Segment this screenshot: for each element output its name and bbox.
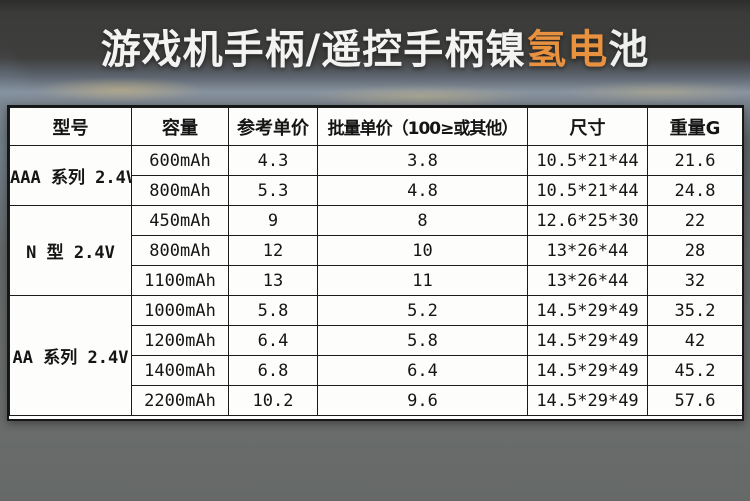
data-cell: 28 bbox=[647, 235, 743, 266]
table-row: 1200mAh 6.4 5.8 14.5*29*49 42 bbox=[10, 325, 743, 356]
data-cell: 14.5*29*49 bbox=[527, 325, 648, 356]
data-cell: 21.6 bbox=[647, 145, 743, 176]
data-cell: 10.5*21*44 bbox=[527, 145, 648, 176]
data-cell: 9 bbox=[228, 205, 318, 236]
data-cell: 6.4 bbox=[228, 325, 318, 356]
data-cell: 6.8 bbox=[228, 355, 318, 386]
data-cell: 45.2 bbox=[647, 355, 743, 386]
data-cell: 42 bbox=[647, 325, 743, 356]
header-cell: 参考单价 bbox=[228, 107, 318, 146]
data-cell: 5.3 bbox=[228, 175, 318, 206]
title-segment: 氢电 bbox=[526, 27, 609, 73]
title-segment: 游戏机手柄/遥控手柄镍 bbox=[100, 27, 527, 73]
data-cell: 6.4 bbox=[317, 355, 528, 386]
capacity-cell: 1100mAh bbox=[131, 265, 229, 296]
table-row: 1100mAh 13 11 13*26*44 32 bbox=[10, 265, 743, 296]
data-cell: 12 bbox=[228, 235, 318, 266]
data-cell: 5.8 bbox=[228, 295, 318, 326]
data-cell: 10.5*21*44 bbox=[527, 175, 648, 206]
data-cell: 10 bbox=[317, 235, 528, 266]
capacity-cell: 1000mAh bbox=[131, 295, 229, 326]
capacity-cell: 600mAh bbox=[131, 145, 229, 176]
header-cell: 尺寸 bbox=[527, 107, 648, 146]
header-cell: 型号 bbox=[9, 107, 132, 146]
data-cell: 12.6*25*30 bbox=[527, 205, 648, 236]
data-cell: 35.2 bbox=[647, 295, 743, 326]
capacity-cell: 1400mAh bbox=[131, 355, 229, 386]
data-cell: 11 bbox=[317, 265, 528, 296]
data-cell: 13 bbox=[228, 265, 318, 296]
capacity-cell: 450mAh bbox=[131, 205, 229, 236]
data-cell: 24.8 bbox=[647, 175, 743, 206]
table-row: 800mAh 5.3 4.8 10.5*21*44 24.8 bbox=[10, 175, 743, 206]
data-cell: 14.5*29*49 bbox=[527, 355, 648, 386]
table-row: 1400mAh 6.8 6.4 14.5*29*49 45.2 bbox=[10, 355, 743, 386]
model-cell: AAA 系列 2.4V bbox=[9, 145, 132, 206]
page-title: 游戏机手柄/遥控手柄镍氢电池 bbox=[0, 17, 750, 75]
data-cell: 5.8 bbox=[317, 325, 528, 356]
battery-spec-table: 型号 容量 参考单价 批量单价（100≥或其他） 尺寸 重量G AAA 系列 2.4V 60… bbox=[7, 105, 744, 421]
table-row: AAA 系列 2.4V 600mAh 4.3 3.8 10.5*21*44 21.6 bbox=[9, 145, 743, 206]
data-cell: 57.6 bbox=[647, 385, 743, 416]
capacity-cell: 800mAh bbox=[131, 235, 229, 266]
data-cell: 32 bbox=[647, 265, 743, 296]
data-cell: 5.2 bbox=[317, 295, 528, 326]
spec-table: 型号 容量 参考单价 批量单价（100≥或其他） 尺寸 重量G AAA 系列 2.4V 60… bbox=[9, 107, 743, 416]
data-cell: 22 bbox=[647, 205, 743, 236]
table-row: 2200mAh 10.2 9.6 14.5*29*49 57.6 bbox=[10, 385, 743, 416]
data-cell: 4.8 bbox=[317, 175, 528, 206]
header-cell: 容量 bbox=[131, 107, 229, 146]
header-cell: 重量G bbox=[647, 107, 743, 146]
data-cell: 9.6 bbox=[317, 385, 528, 416]
capacity-cell: 2200mAh bbox=[131, 385, 229, 416]
data-cell: 13*26*44 bbox=[527, 265, 648, 296]
data-cell: 3.8 bbox=[317, 145, 528, 176]
model-cell: N 型 2.4V bbox=[9, 205, 132, 296]
capacity-cell: 800mAh bbox=[131, 175, 229, 206]
title-segment: 池 bbox=[608, 27, 650, 73]
model-cell: AA 系列 2.4V bbox=[9, 295, 132, 416]
table-row: 800mAh 12 10 13*26*44 28 bbox=[10, 235, 743, 266]
header-cell: 批量单价（100≥或其他） bbox=[317, 107, 528, 146]
header-row: 型号 容量 参考单价 批量单价（100≥或其他） 尺寸 重量G bbox=[9, 107, 743, 146]
table-body: AAA 系列 2.4V 600mAh 4.3 3.8 10.5*21*44 21.6 800… bbox=[9, 145, 743, 416]
capacity-cell: 1200mAh bbox=[131, 325, 229, 356]
table-row: N 型 2.4V 450mAh 9 8 12.6*25*30 22 bbox=[9, 205, 743, 296]
data-cell: 4.3 bbox=[228, 145, 318, 176]
data-cell: 8 bbox=[317, 205, 528, 236]
data-cell: 13*26*44 bbox=[527, 235, 648, 266]
data-cell: 14.5*29*49 bbox=[527, 385, 648, 416]
table-row: AA 系列 2.4V 1000mAh 5.8 5.2 14.5*29*49 35.2 bbox=[9, 295, 743, 416]
data-cell: 10.2 bbox=[228, 385, 318, 416]
data-cell: 14.5*29*49 bbox=[527, 295, 648, 326]
